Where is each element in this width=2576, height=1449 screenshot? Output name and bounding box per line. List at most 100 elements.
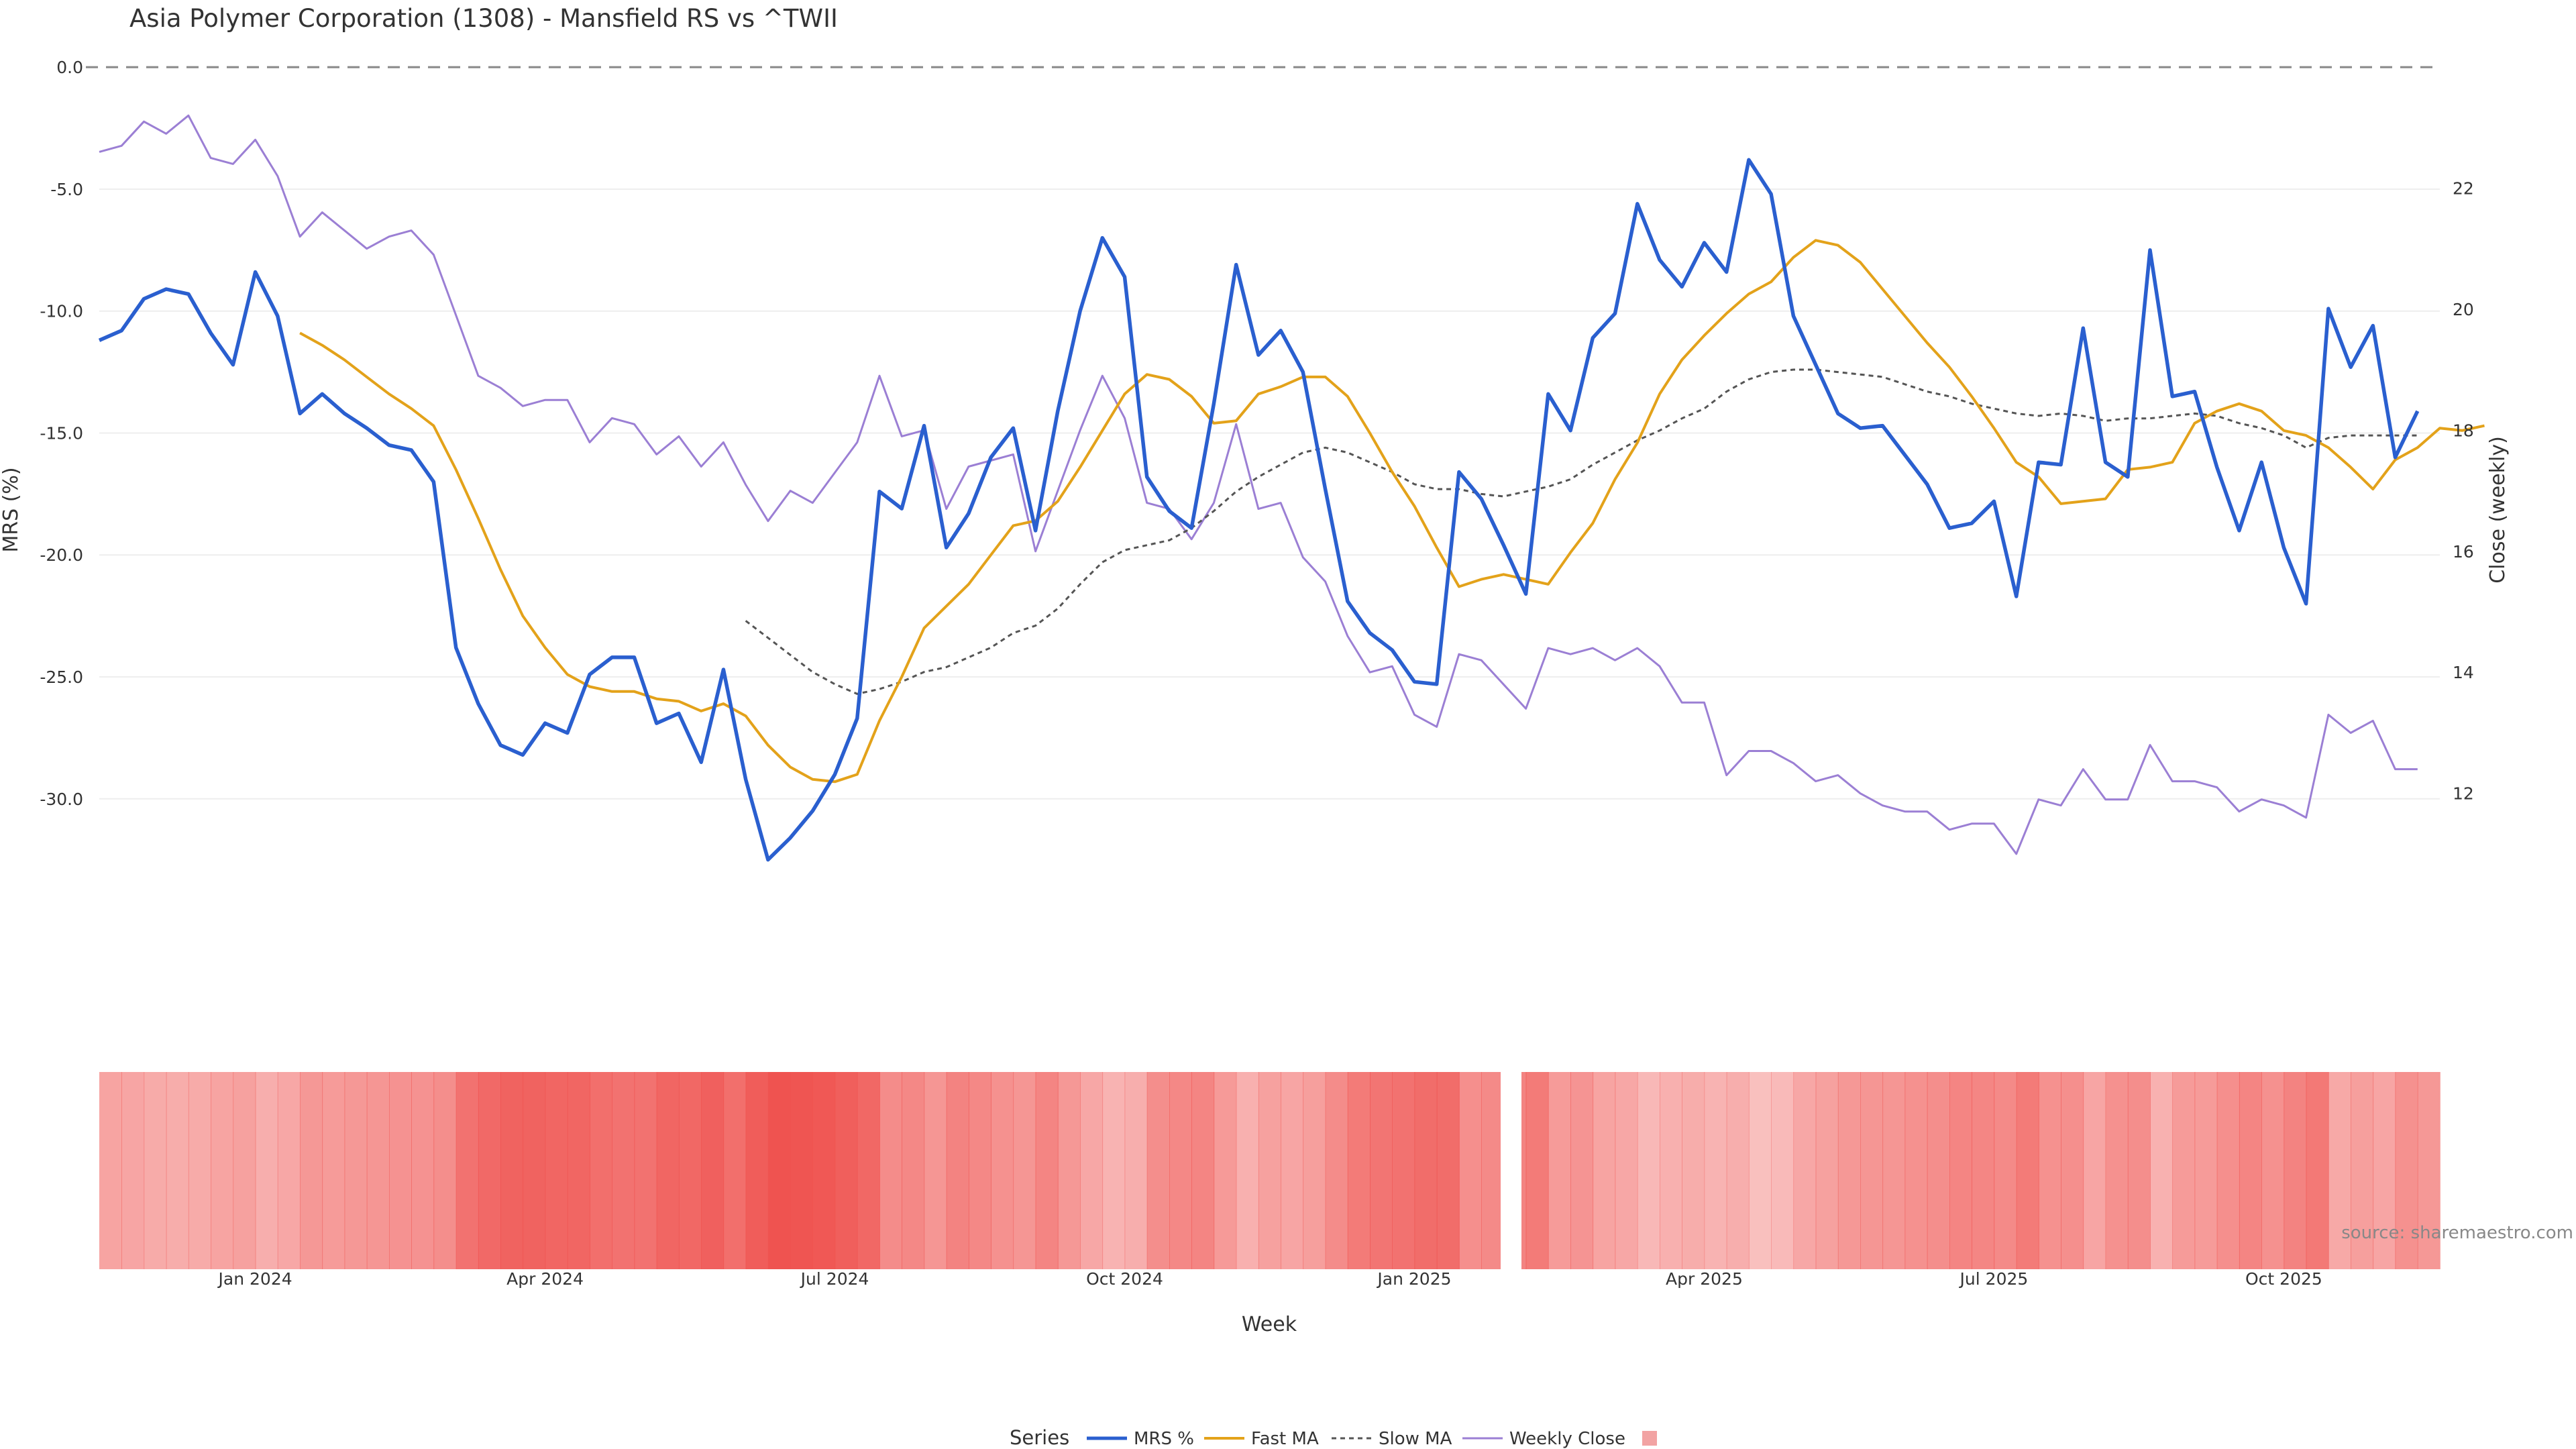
heat-cell bbox=[2373, 1072, 2396, 1269]
legend-title: Series bbox=[1010, 1426, 1069, 1449]
right-tick-label: 14 bbox=[2453, 663, 2474, 682]
heat-cell bbox=[1927, 1072, 1950, 1269]
heat-cell bbox=[2016, 1072, 2039, 1269]
right-tick-label: 16 bbox=[2453, 542, 2474, 561]
heat-cell bbox=[1525, 1072, 1549, 1269]
heat-cell bbox=[968, 1072, 991, 1269]
slow-ma-line bbox=[745, 368, 2418, 695]
x-tick-label: Oct 2025 bbox=[2245, 1269, 2322, 1289]
x-tick-label: Jul 2024 bbox=[800, 1269, 869, 1289]
heat-cell bbox=[678, 1072, 702, 1269]
heat-cell bbox=[634, 1072, 657, 1269]
heat-cell bbox=[612, 1072, 635, 1269]
heat-cell bbox=[1860, 1072, 1884, 1269]
heat-cell bbox=[812, 1072, 836, 1269]
heat-cell bbox=[2261, 1072, 2285, 1269]
heat-cell bbox=[835, 1072, 858, 1269]
heat-cell bbox=[2061, 1072, 2084, 1269]
heat-cell bbox=[1169, 1072, 1192, 1269]
heat-cell bbox=[1102, 1072, 1126, 1269]
heat-cell bbox=[2127, 1072, 2151, 1269]
heat-cell bbox=[2216, 1072, 2240, 1269]
weekly-close-line bbox=[99, 114, 2418, 855]
heat-cell bbox=[745, 1072, 769, 1269]
heat-cell bbox=[1994, 1072, 2017, 1269]
heat-cell bbox=[1458, 1072, 1482, 1269]
heat-cell bbox=[1124, 1072, 1148, 1269]
heat-cell bbox=[1793, 1072, 1817, 1269]
heat-cell bbox=[455, 1072, 479, 1269]
heat-cell bbox=[2306, 1072, 2329, 1269]
right-tick-label: 12 bbox=[2453, 784, 2474, 804]
right-axis-ticks: 22 20 18 16 14 12 bbox=[2453, 178, 2474, 803]
legend-mrs-label: MRS % bbox=[1134, 1429, 1194, 1449]
legend-slow-label: Slow MA bbox=[1379, 1429, 1452, 1449]
heat-cell bbox=[144, 1072, 167, 1269]
heat-cell bbox=[545, 1072, 568, 1269]
heat-cell bbox=[1748, 1072, 1772, 1269]
heat-cell bbox=[723, 1072, 747, 1269]
heat-cell bbox=[433, 1072, 457, 1269]
heat-cell bbox=[300, 1072, 323, 1269]
heat-cell bbox=[2038, 1072, 2061, 1269]
heat-cell bbox=[478, 1072, 501, 1269]
heat-cell bbox=[1191, 1072, 1215, 1269]
heat-cell bbox=[1771, 1072, 1794, 1269]
x-axis-ticks: Jan 2024 Apr 2024 Jul 2024 Oct 2024 Jan 2025… bbox=[217, 1269, 2322, 1289]
heat-cell bbox=[2105, 1072, 2129, 1269]
heat-cell bbox=[344, 1072, 368, 1269]
heat-cell bbox=[389, 1072, 412, 1269]
legend-close-label: Weekly Close bbox=[1509, 1429, 1625, 1449]
heat-cell bbox=[2417, 1072, 2440, 1269]
heat-cell bbox=[1593, 1072, 1616, 1269]
heat-cell bbox=[277, 1072, 301, 1269]
heat-cell bbox=[2239, 1072, 2262, 1269]
legend: Series MRS % Fast MA Slow MA Weekly Clos… bbox=[1010, 1426, 1657, 1449]
x-tick-label: Jan 2024 bbox=[217, 1269, 292, 1289]
heat-cell bbox=[991, 1072, 1014, 1269]
right-tick-label: 22 bbox=[2453, 178, 2474, 198]
x-tick-label: Apr 2025 bbox=[1666, 1269, 1743, 1289]
left-tick-label: -10.0 bbox=[40, 302, 83, 321]
heat-cell bbox=[1080, 1072, 1104, 1269]
gridlines bbox=[86, 66, 2440, 800]
heat-cell bbox=[233, 1072, 256, 1269]
heat-cell bbox=[1258, 1072, 1281, 1269]
heat-cell bbox=[2194, 1072, 2218, 1269]
heat-cell bbox=[1214, 1072, 1237, 1269]
heat-cell bbox=[1882, 1072, 1906, 1269]
heat-cell bbox=[567, 1072, 590, 1269]
heat-cell bbox=[1972, 1072, 1995, 1269]
heat-cell bbox=[2150, 1072, 2173, 1269]
heat-cell bbox=[211, 1072, 234, 1269]
heat-cell bbox=[2172, 1072, 2196, 1269]
heat-cell bbox=[99, 1072, 122, 1269]
heat-cell bbox=[1837, 1072, 1861, 1269]
heat-cell bbox=[2328, 1072, 2351, 1269]
x-tick-label: Apr 2024 bbox=[506, 1269, 584, 1289]
series-lines bbox=[98, 114, 2485, 862]
heat-cell bbox=[2351, 1072, 2374, 1269]
heat-cell bbox=[1370, 1072, 1393, 1269]
left-tick-label: -20.0 bbox=[40, 545, 83, 565]
heat-cell bbox=[1570, 1072, 1594, 1269]
heat-cell bbox=[255, 1072, 278, 1269]
x-axis-label: Week bbox=[1242, 1313, 1297, 1336]
heat-cell bbox=[767, 1072, 791, 1269]
right-tick-label: 18 bbox=[2453, 421, 2474, 440]
heat-cell bbox=[1035, 1072, 1059, 1269]
heat-cell bbox=[1481, 1072, 1501, 1269]
left-tick-label: -30.0 bbox=[40, 790, 83, 809]
heat-cell bbox=[924, 1072, 947, 1269]
heat-cell bbox=[166, 1072, 189, 1269]
heat-cell bbox=[1436, 1072, 1460, 1269]
heat-cell bbox=[1637, 1072, 1660, 1269]
heat-cell bbox=[2083, 1072, 2106, 1269]
chart-title: Asia Polymer Corporation (1308) - Mansfi… bbox=[129, 4, 838, 33]
heat-cell bbox=[2395, 1072, 2418, 1269]
source-note: source: sharemaestro.com bbox=[2341, 1223, 2573, 1243]
heat-cell bbox=[1904, 1072, 1928, 1269]
heat-cell bbox=[1815, 1072, 1839, 1269]
heat-cell bbox=[411, 1072, 435, 1269]
heat-cell bbox=[1325, 1072, 1348, 1269]
